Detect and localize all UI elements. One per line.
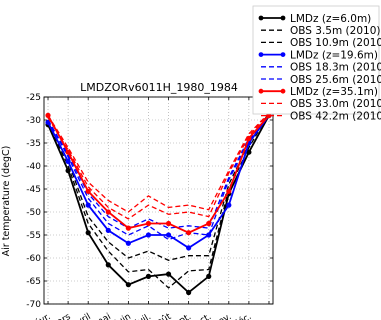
y-tick-label: -25 [26,93,41,103]
x-tick-label: févr. [30,311,53,320]
legend-label: OBS 18.3m (2010) [290,62,381,74]
data-point [65,158,71,164]
series-line [47,112,270,261]
x-tick-label: oct. [194,312,214,320]
series-line [47,114,270,241]
x-tick-label: sept. [169,312,193,320]
y-tick-label: -40 [26,162,41,172]
data-point [145,220,152,227]
series-line [47,114,270,234]
legend-marker [258,52,264,57]
y-axis-label: Air temperature (degC) [1,146,12,257]
data-point [226,188,232,194]
data-point [65,168,71,174]
plot-frame [43,96,274,305]
legend-label: LMDz (z=19.6m) [290,49,378,61]
data-point [165,271,172,277]
data-point [145,273,152,279]
legend-label: OBS 42.2m (2010) [290,110,381,122]
legend-label: OBS 10.9m (2010) [290,37,381,49]
legend-marker [280,52,286,57]
data-point [85,202,91,208]
x-tick-label: avril [71,312,93,320]
legend: LMDz (z=6.0m)OBS 3.5m (2010)OBS 10.9m (2… [252,5,381,122]
y-tick-label: -45 [26,185,41,195]
legend-marker [280,88,286,94]
data-point [206,220,212,227]
data-point [105,262,111,268]
legend-label: OBS 33.0m (2010) [290,98,381,110]
series-group [45,112,272,296]
y-tick-label: -60 [26,254,41,264]
x-tick-label: mars [48,312,73,320]
legend-label: LMDz (z=35.1m) [290,86,378,98]
data-point [165,232,172,238]
data-point [145,232,152,238]
data-point [85,188,91,194]
data-point [165,220,172,227]
data-point [186,245,192,251]
data-point [246,149,252,155]
x-tick-label: mai [93,312,113,320]
data-point [125,225,131,231]
series-line [47,114,270,294]
data-point [206,232,212,238]
legend-label: LMDz (z=6.0m) [290,13,371,25]
data-point [226,202,232,208]
legend-box [252,5,380,115]
x-tick-label: août [150,312,173,320]
y-tick-label: -50 [26,208,41,218]
legend-label: OBS 3.5m (2010) [290,25,380,37]
data-point [105,227,111,233]
legend-label: OBS 25.6m (2010) [290,74,381,86]
series-line [47,112,270,220]
data-point [125,282,131,288]
x-tick-label: déc. [231,311,253,320]
series-line [47,114,270,249]
series-line [47,112,270,213]
data-point [186,289,192,296]
y-tick-label: -55 [26,231,41,241]
x-tick-label: nov. [212,312,233,320]
y-tick-label: -70 [26,300,41,310]
y-tick-label: -35 [26,139,41,149]
y-tick-label: -65 [26,277,41,287]
data-point [85,230,91,236]
data-point [206,273,212,279]
data-point [105,209,111,215]
chart-title: LMDZORv6011H_1980_1984 [80,81,238,94]
x-tick-label: juin [113,312,133,320]
legend-marker [258,88,264,94]
x-tick-label: juil. [133,312,153,320]
y-tick-label: -30 [26,116,41,126]
data-point [125,240,131,246]
data-point [186,230,192,236]
legend-marker [258,15,264,21]
axes: -25-30-35-40-45-50-55-60-65-70févr.marsa… [26,93,274,320]
legend-marker [280,15,286,21]
